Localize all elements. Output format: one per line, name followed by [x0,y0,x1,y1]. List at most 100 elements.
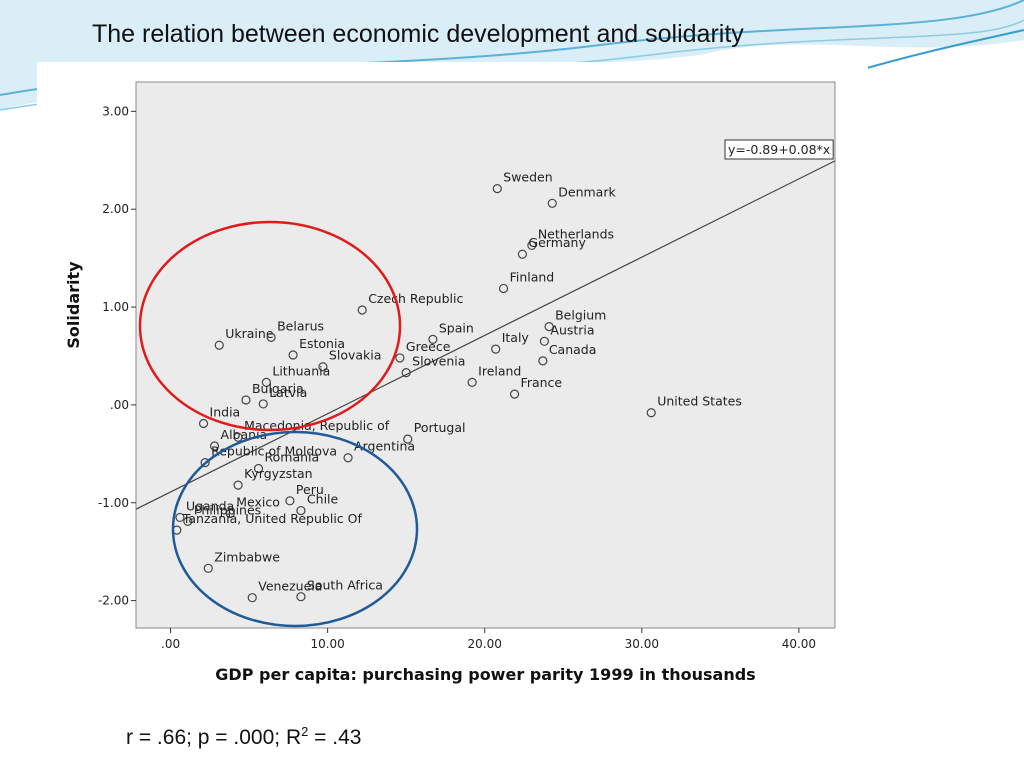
point-label: Ireland [478,363,521,378]
x-axis-title: GDP per capita: purchasing power parity … [215,665,755,684]
point-label: Austria [550,322,594,337]
point-label: Netherlands [538,226,614,241]
fit-equation-box [724,139,834,160]
y-axis-title: Solidarity [64,261,83,349]
point-label: Mexico [236,495,280,510]
point-label: Zimbabwe [214,549,280,564]
y-tick-label: 1.00 [102,300,129,314]
plot-area [135,81,836,629]
x-tick-label: 30.00 [625,637,659,651]
point-label: Ukraine [225,326,274,341]
point [258,399,268,409]
point-label: Republic of Moldova [211,444,337,459]
point [492,184,502,194]
point-label: Estonia [299,336,345,351]
point-label: Romania [265,450,320,465]
point [296,592,306,602]
point [544,322,554,332]
point-label: Finland [510,269,555,284]
point-label: Latvia [269,385,307,400]
point-label: Slovakia [329,348,381,363]
point [261,377,271,387]
point [467,377,477,387]
point [395,353,405,363]
stat-text: = .43 [308,726,362,749]
point-label: Slovenia [412,354,465,369]
point-label: Portugal [414,420,466,435]
y-tick-label: .00 [110,398,129,412]
y-tick-label: -1.00 [98,496,129,510]
x-tick-label: 20.00 [468,637,502,651]
point-label: Czech Republic [368,291,463,306]
point-label: France [521,375,563,390]
point [547,198,557,208]
point [203,563,213,573]
point-label: India [210,404,241,419]
point-label: Greece [406,339,451,354]
fit-equation: y=-0.89+0.08*x [728,142,830,157]
stat-superscript: 2 [301,724,309,739]
point [491,344,501,354]
wave [0,0,1024,110]
point-label: Kyrgyzstan [244,466,313,481]
point [428,334,438,344]
point-label: Denmark [558,184,616,199]
point-label: Peru [296,482,324,497]
point-label: Canada [549,342,597,357]
point-label: Belgium [555,308,606,323]
point [233,480,243,490]
point-label: Bulgaria [252,381,304,396]
point [318,362,328,372]
highlight-ellipse [171,430,419,628]
x-tick-label: 10.00 [310,637,344,651]
point [198,418,209,429]
point-label: Tanzania, United Republic Of [182,511,363,526]
point [539,336,550,346]
point-label: Lithuania [272,363,330,378]
point [343,453,353,463]
point [214,340,224,350]
point [509,389,520,399]
wave-line [859,29,1024,71]
point [209,441,220,451]
point [247,593,257,603]
point-label: Sweden [503,170,552,185]
point [241,395,251,405]
point [357,305,367,315]
x-tick-label: .00 [161,637,180,651]
point-label: Argentina [354,439,415,454]
point [296,505,306,516]
point-label: Uganda [186,498,234,513]
point-label: Philippines [194,502,261,517]
point-label: Germany [528,235,586,250]
point [266,332,276,342]
point [498,283,509,294]
point [646,408,656,418]
slide-title: The relation between economic developmen… [92,20,744,48]
point-label: Italy [502,330,530,345]
point-label: Belarus [277,318,324,333]
highlight-ellipse [138,220,402,432]
point [401,368,411,378]
point [538,356,548,366]
point [285,496,295,506]
point [288,350,298,360]
point-label: Venezuela [258,579,322,594]
point [200,458,210,468]
fit-line [135,160,836,510]
statistics-note: r = .66; p = .000; R2 = .43 [126,724,361,750]
point [517,249,528,259]
point [253,463,264,474]
point [233,432,243,442]
point [175,512,185,523]
point-label: South Africa [307,578,383,593]
point [183,516,193,526]
point [225,508,235,519]
point [527,240,537,251]
point-label: Spain [439,320,474,335]
y-tick-label: 2.00 [102,202,129,216]
x-tick-label: 40.00 [782,637,816,651]
point-label: Chile [307,492,339,507]
